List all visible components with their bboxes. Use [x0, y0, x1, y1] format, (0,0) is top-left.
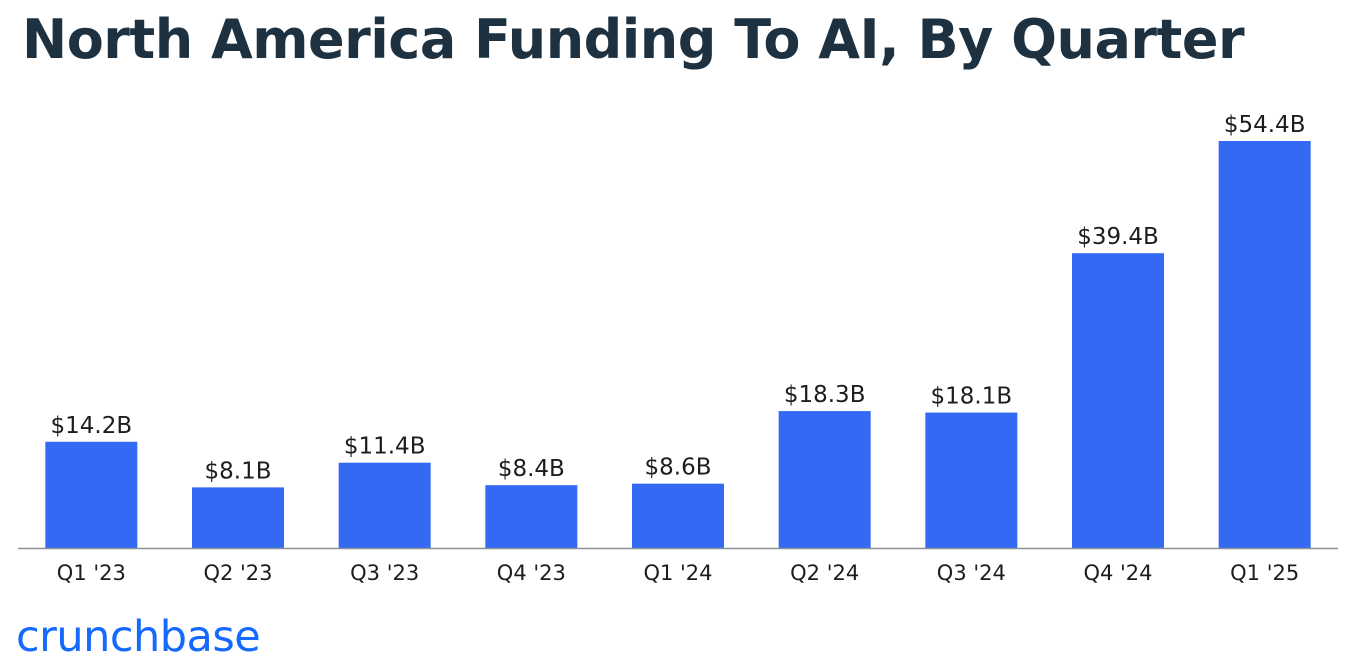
bar-7	[1072, 253, 1164, 549]
x-tick-label-7: Q4 '24	[1083, 561, 1152, 585]
value-labels-group: $14.2B $8.1B $11.4B $8.4B $8.6B $18.3B $18.1B $…	[51, 112, 1306, 484]
value-label-7: $39.4B	[1077, 224, 1159, 250]
bar-2	[338, 462, 431, 548]
x-tick-label-6: Q3 '24	[937, 561, 1006, 585]
value-label-2: $11.4B	[344, 434, 426, 460]
value-label-4: $8.6B	[645, 455, 712, 481]
chart-title: North America Funding To AI, By Quarter	[22, 8, 1245, 71]
value-label-1: $8.1B	[205, 458, 272, 484]
value-label-0: $14.2B	[51, 413, 133, 439]
bars-group	[45, 141, 1311, 549]
bar-0	[45, 441, 138, 548]
x-tick-label-1: Q2 '23	[203, 561, 272, 585]
value-label-3: $8.4B	[498, 456, 565, 482]
bar-1	[192, 487, 284, 548]
value-label-8: $54.4B	[1224, 112, 1306, 138]
bar-5	[778, 411, 871, 548]
bar-6	[925, 412, 1018, 548]
bar-4	[632, 483, 724, 548]
value-label-5: $18.3B	[784, 382, 866, 408]
x-tick-labels-group: Q1 '23 Q2 '23 Q3 '23 Q4 '23 Q1 '24 Q2 '24 Q3 '…	[57, 561, 1299, 585]
bar-8	[1218, 141, 1311, 548]
x-tick-label-4: Q1 '24	[643, 561, 712, 585]
bar-3	[485, 485, 578, 548]
x-tick-label-8: Q1 '25	[1230, 561, 1299, 585]
x-tick-label-0: Q1 '23	[57, 561, 126, 585]
crunchbase-logo: crunchbase	[16, 612, 261, 662]
x-tick-label-2: Q3 '23	[350, 561, 419, 585]
x-tick-label-5: Q2 '24	[790, 561, 859, 585]
value-label-6: $18.1B	[931, 384, 1013, 410]
x-tick-label-3: Q4 '23	[497, 561, 566, 585]
